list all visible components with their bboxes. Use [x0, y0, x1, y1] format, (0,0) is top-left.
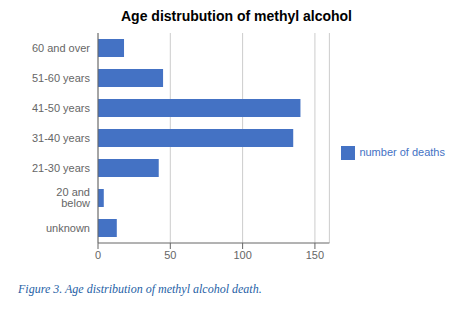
- svg-text:21-30 years: 21-30 years: [32, 162, 91, 174]
- svg-text:150: 150: [306, 249, 324, 261]
- html-text:number of deaths: number of deaths: [359, 146, 445, 158]
- html-text:Age distrubution of methyl alc: Age distrubution of methyl alcohol: [121, 8, 352, 24]
- html-text:Figure 3. Age distribution of: Figure 3. Age distribution of methyl alc…: [18, 282, 262, 296]
- svg-text:41-50 years: 41-50 years: [32, 102, 91, 114]
- svg-text:50: 50: [164, 249, 176, 261]
- svg-text:31-40 years: 31-40 years: [32, 132, 91, 144]
- svg-text:100: 100: [233, 249, 251, 261]
- svg-text:51-60 years: 51-60 years: [32, 72, 91, 84]
- svg-text:60 and over: 60 and over: [32, 42, 90, 54]
- svg-text:20 andbelow: 20 andbelow: [56, 186, 90, 209]
- svg-text:unknown: unknown: [46, 222, 90, 234]
- svg-text:0: 0: [95, 249, 101, 261]
